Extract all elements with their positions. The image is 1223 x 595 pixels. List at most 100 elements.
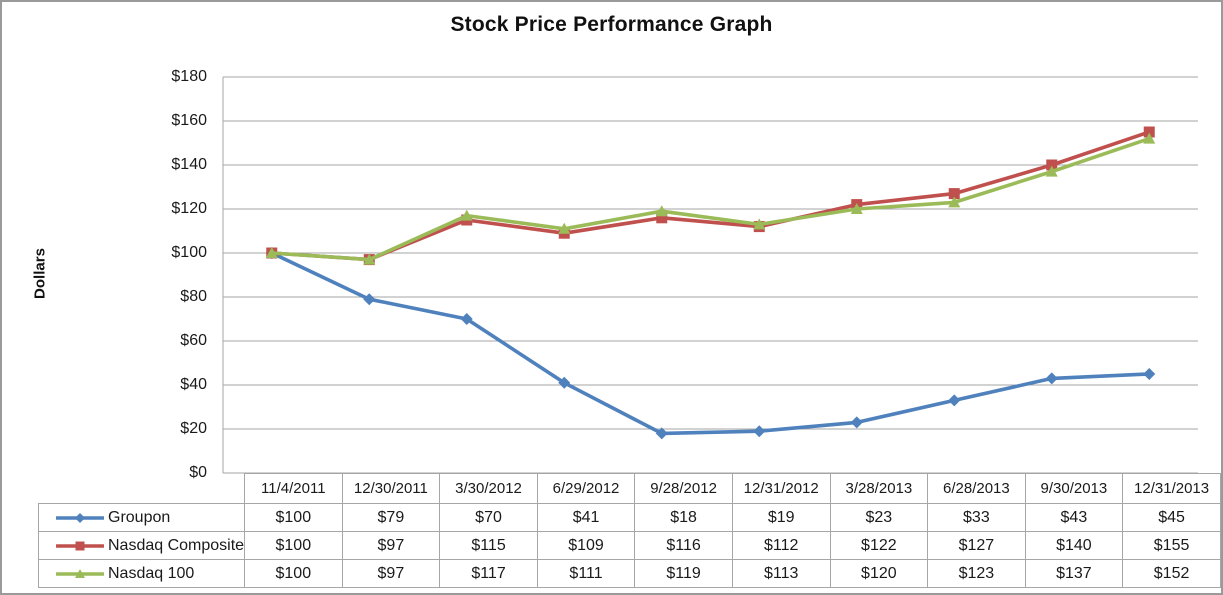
- y-tick-label: $0: [189, 464, 207, 481]
- legend-key: Groupon: [40, 508, 244, 527]
- diamond-marker: [75, 512, 85, 523]
- value-cell: $43: [1024, 503, 1124, 532]
- value-cell: $117: [439, 559, 538, 588]
- date-header-cell: 12/31/2012: [731, 473, 831, 504]
- triangle-marker: [363, 253, 376, 265]
- series-line-nasdaq-100: [269, 136, 1152, 262]
- triangle-marker: [655, 205, 668, 217]
- value-cell: $112: [731, 531, 831, 560]
- value-cell: $115: [439, 531, 538, 560]
- diamond-marker: [850, 416, 863, 429]
- y-tick-label: $100: [171, 244, 207, 261]
- table-row: Groupon $100 $79 $70 $41 $18 $19 $23 $33 $43 $45: [37, 503, 1221, 532]
- triangle-marker: [1143, 132, 1156, 144]
- value-cell: $113: [731, 559, 831, 588]
- legend-label: Groupon: [108, 508, 171, 526]
- table-row: Nasdaq 100 $100 $97 $117 $111 $119 $113 $120 $12…: [37, 559, 1221, 588]
- table-header-row: 11/4/2011 12/30/2011 3/30/2012 6/29/2012 9/2…: [39, 473, 1221, 504]
- date-header-cell: 3/30/2012: [439, 473, 538, 504]
- date-header-cell: 6/28/2013: [927, 473, 1026, 504]
- value-cell: $70: [439, 503, 538, 532]
- triangle-marker: [75, 568, 85, 578]
- legend-label: Nasdaq Composite: [108, 536, 245, 554]
- value-cell: $116: [634, 531, 733, 560]
- value-cell: $97: [341, 559, 441, 588]
- value-cell: $140: [1024, 531, 1124, 560]
- diamond-marker: [655, 427, 668, 440]
- series-line-nasdaq-composite: [269, 130, 1152, 262]
- triangle-marker: [753, 218, 766, 230]
- value-cell: $119: [634, 559, 733, 588]
- value-cell: $122: [829, 531, 929, 560]
- triangle-marker: [265, 247, 278, 258]
- triangle-marker: [460, 209, 473, 221]
- value-cell: $152: [1122, 559, 1221, 588]
- square-legend-icon: [56, 541, 104, 550]
- square-marker: [656, 212, 668, 224]
- date-header-cell: 9/28/2012: [634, 473, 733, 504]
- legend-cell: Groupon: [37, 503, 246, 532]
- value-cell: $18: [634, 503, 733, 532]
- value-cell: $155: [1122, 531, 1221, 560]
- square-marker: [948, 188, 960, 200]
- diamond-legend-icon: [56, 512, 104, 523]
- y-tick-label: $140: [171, 156, 207, 173]
- triangle-marker: [948, 196, 961, 208]
- y-tick-label: $160: [171, 112, 207, 129]
- diamond-marker: [460, 313, 473, 325]
- diamond-marker: [558, 376, 571, 389]
- value-cell: $127: [927, 531, 1026, 560]
- diamond-marker: [1045, 372, 1058, 385]
- date-header-cell: 9/30/2013: [1024, 473, 1124, 504]
- legend-key: Nasdaq Composite: [40, 536, 245, 555]
- value-cell: $100: [244, 531, 343, 560]
- triangle-legend-icon: [56, 568, 104, 578]
- value-cell: $23: [829, 503, 929, 532]
- value-cell: $41: [536, 503, 636, 532]
- legend-key: Nasdaq 100: [40, 564, 244, 583]
- date-header-cell: 6/29/2012: [536, 473, 636, 504]
- y-tick-label: $80: [180, 288, 207, 305]
- date-header-cell: 12/30/2011: [341, 473, 441, 504]
- chart-title: Stock Price Performance Graph: [450, 13, 773, 36]
- triangle-marker: [850, 203, 863, 214]
- y-tick-label: $40: [180, 376, 207, 393]
- value-cell: $120: [829, 559, 929, 588]
- value-cell: $33: [927, 503, 1026, 532]
- value-cell: $109: [536, 531, 636, 560]
- y-tick-label: $60: [180, 332, 207, 349]
- table-row: Nasdaq Composite $100 $97 $115 $109 $116 $112 $…: [37, 531, 1221, 560]
- diamond-marker: [753, 425, 766, 438]
- date-header-cell: 11/4/2011: [244, 473, 343, 504]
- y-tick-label: $20: [180, 420, 207, 437]
- value-cell: $19: [731, 503, 831, 532]
- value-cell: $137: [1024, 559, 1124, 588]
- value-cell: $100: [244, 503, 343, 532]
- y-tick-label: $120: [171, 200, 207, 217]
- date-header-cell: 12/31/2013: [1122, 473, 1221, 504]
- square-marker: [1143, 126, 1155, 138]
- value-cell: $79: [341, 503, 441, 532]
- value-cell: $97: [341, 531, 441, 560]
- legend-cell: Nasdaq Composite: [37, 531, 246, 560]
- diamond-marker: [363, 293, 376, 306]
- triangle-marker: [1045, 165, 1058, 177]
- square-marker: [75, 541, 85, 550]
- value-cell: $45: [1122, 503, 1221, 532]
- value-cell: $123: [927, 559, 1026, 588]
- data-table-with-legend: 11/4/2011 12/30/2011 3/30/2012 6/29/2012 9/2…: [37, 473, 1221, 588]
- diamond-marker: [948, 394, 961, 407]
- series-line-groupon: [269, 251, 1152, 436]
- triangle-marker: [558, 222, 571, 234]
- plot-area: [222, 76, 1198, 474]
- value-cell: $100: [244, 559, 343, 588]
- legend-label: Nasdaq 100: [108, 564, 195, 582]
- legend-cell: Nasdaq 100: [37, 559, 246, 588]
- square-marker: [1046, 159, 1058, 171]
- y-tick-label: $180: [171, 68, 207, 85]
- table-corner-blank: [39, 474, 245, 504]
- diamond-marker: [1143, 368, 1156, 380]
- date-header-cell: 3/28/2013: [829, 473, 929, 504]
- value-cell: $111: [536, 559, 636, 588]
